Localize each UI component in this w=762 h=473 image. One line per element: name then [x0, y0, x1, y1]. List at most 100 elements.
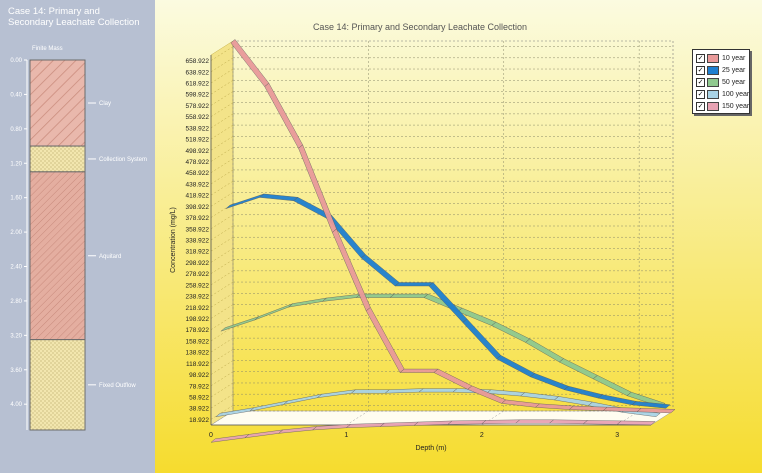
grid-line-wall [210, 124, 234, 140]
grid-line-wall [210, 360, 234, 375]
grid-line-wall [210, 304, 234, 319]
depth-tick-label: 0.40 [10, 92, 22, 98]
y-tick-label: 238.922 [186, 294, 210, 301]
y-tick-label: 98.922 [189, 372, 209, 379]
y-tick-label: 138.922 [186, 350, 210, 357]
grid-line-wall [210, 180, 234, 196]
series-ribbon-segment [582, 420, 622, 425]
grid-line-wall [210, 248, 234, 263]
y-tick-label: 218.922 [186, 305, 210, 312]
y-tick-label: 378.922 [186, 215, 210, 222]
legend-checkbox[interactable]: ✓ [696, 101, 705, 111]
y-tick-label: 518.922 [186, 137, 210, 144]
series-ribbon-segment [399, 368, 439, 373]
y-tick-label: 598.922 [186, 92, 210, 99]
grid-line-wall [210, 326, 234, 342]
legend-item[interactable]: ✓ 10 year [696, 53, 745, 63]
layer-fixed-outflow [29, 339, 86, 431]
y-tick-label: 18.922 [189, 417, 209, 424]
legend-checkbox[interactable]: ✓ [696, 89, 705, 99]
grid-line-wall [210, 80, 234, 95]
layer-clay [29, 59, 86, 147]
x-tick-label: 0 [209, 432, 213, 439]
legend-checkbox[interactable]: ✓ [696, 65, 705, 75]
legend-swatch [707, 65, 719, 75]
grid-line-wall [210, 136, 234, 151]
series-25-year [225, 193, 671, 409]
grid-line-wall [210, 169, 234, 185]
grid-line-wall [210, 237, 234, 252]
series-ribbon-segment [616, 420, 656, 426]
depth-tick-label: 2.80 [10, 299, 22, 305]
legend-label: 100 year [722, 90, 750, 98]
chart-legend: ✓ 10 year ✓ 25 year ✓ 50 year ✓ 100 year ✓ 150 ye… [692, 49, 750, 114]
depth-tick-label: 1.20 [10, 161, 22, 167]
profile-title: Case 14: Primary and Secondary Leachate … [8, 6, 153, 28]
legend-item[interactable]: ✓ 50 year [696, 77, 745, 87]
y-tick-label: 338.922 [186, 238, 210, 245]
legend-checkbox[interactable]: ✓ [696, 77, 705, 87]
profile-title-line2: Secondary Leachate Collection [8, 17, 140, 28]
chart-panel: Case 14: Primary and Secondary Leachate … [155, 0, 762, 473]
legend-checkbox[interactable]: ✓ [696, 53, 705, 63]
y-tick-label: 438.922 [186, 181, 210, 188]
series-ribbon-segment [394, 282, 434, 287]
legend-label: 150 year [722, 102, 750, 110]
concentration-chart: Case 14: Primary and Secondary Leachate … [155, 0, 762, 473]
grid-line-wall [210, 371, 234, 386]
legend-item[interactable]: ✓ 150 year [696, 101, 749, 111]
y-tick-label: 578.922 [186, 103, 210, 110]
y-tick-label: 358.922 [186, 226, 210, 233]
legend-swatch [707, 53, 719, 63]
series-ribbon-segment [350, 389, 390, 394]
series-ribbon-segment [631, 401, 671, 409]
series-50-year [220, 293, 666, 408]
depth-tick-label: 2.00 [10, 230, 22, 236]
grid-line-wall [210, 57, 234, 73]
series-ribbon-segment [389, 293, 429, 298]
depth-tick-label: 2.40 [10, 265, 22, 271]
legend-swatch [707, 77, 719, 87]
grid-line-wall [210, 405, 234, 420]
y-axis-label: Concentration (mg/L) [170, 207, 177, 273]
grid-line-wall [210, 147, 234, 162]
y-tick-label: 58.922 [189, 394, 209, 401]
y-tick-label: 158.922 [186, 338, 210, 345]
x-tick-label: 1 [344, 432, 348, 439]
grid-line-wall [210, 382, 234, 398]
y-tick-label: 198.922 [186, 316, 210, 323]
depth-tick-label: 0.00 [10, 58, 22, 64]
chart-title: Case 14: Primary and Secondary Leachate … [313, 22, 527, 32]
grid-line-wall [210, 349, 234, 364]
y-tick-label: 658.922 [186, 58, 210, 65]
layer-label: Fixed Outflow [99, 383, 136, 389]
y-tick-label: 78.922 [189, 383, 209, 390]
y-tick-label: 458.922 [186, 170, 210, 177]
y-tick-label: 478.922 [186, 159, 210, 166]
depth-tick-label: 0.80 [10, 127, 22, 133]
grid-line-wall [210, 315, 234, 330]
grid-line-floor [346, 410, 369, 426]
grid-line-wall [210, 91, 234, 106]
legend-item[interactable]: ✓ 100 year [696, 89, 749, 99]
grid-line-wall [210, 113, 234, 129]
y-tick-label: 318.922 [186, 249, 210, 256]
grid-line-wall [210, 270, 234, 286]
grid-line-wall [210, 102, 234, 117]
depth-tick-label: 4.00 [10, 402, 22, 408]
y-tick-label: 118.922 [186, 361, 209, 368]
chart-background [155, 0, 762, 473]
series-150-year [210, 419, 656, 443]
y-tick-label: 258.922 [186, 282, 210, 289]
layer-label: Clay [99, 101, 111, 107]
grid-line-wall [210, 337, 234, 353]
series-ribbon-segment [636, 408, 676, 414]
y-tick-label: 538.922 [186, 125, 210, 132]
grid-line-wall [210, 281, 234, 297]
grid-line-wall [210, 46, 234, 61]
soil-profile-panel: Case 14: Primary and Secondary Leachate … [0, 0, 155, 473]
legend-swatch [707, 89, 719, 99]
grid-line-wall [210, 192, 234, 207]
legend-item[interactable]: ✓ 25 year [696, 65, 745, 75]
series-10-year [230, 39, 676, 414]
